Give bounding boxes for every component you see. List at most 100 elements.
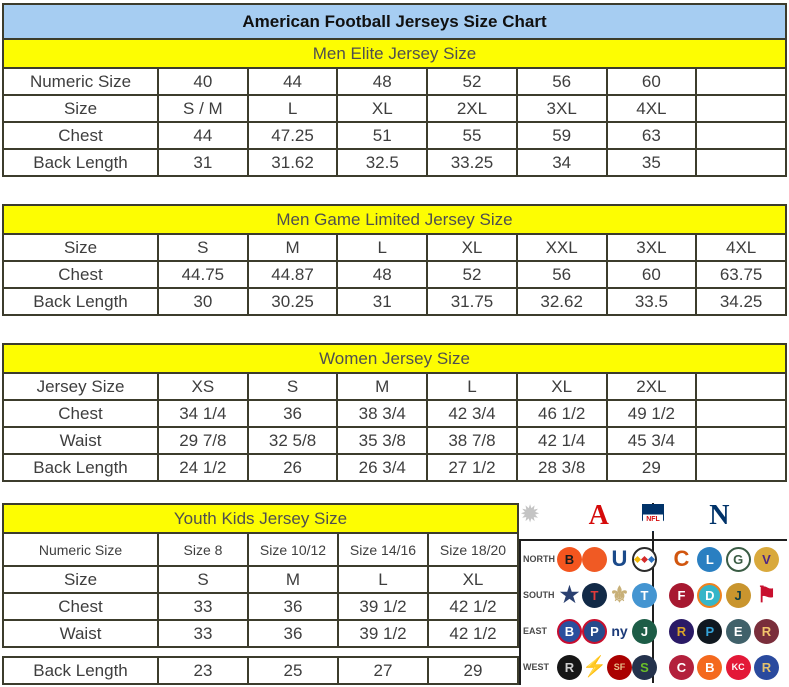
page-title: American Football Jerseys Size Chart [2,3,787,40]
size-cell: 63 [605,121,698,150]
jaguars-logo: J [725,582,751,608]
division-label: NORTH [523,554,555,564]
size-cell: 23 [157,656,249,685]
size-cell: 26 3/4 [336,453,429,482]
size-cell: 2XL [426,94,518,123]
size-cell: 56 [515,67,608,96]
size-cell: 39 1/2 [337,592,429,621]
size-cell: 34.25 [695,287,787,316]
size-cell: 28 3/8 [515,453,608,482]
row-label: Jersey Size [2,372,159,401]
saints-logo: ⚜ [609,582,630,607]
nfl-teams-panel: ✹ A NFL N NORTH B U C L G V SOUTH ★ T ⚜ T F D J ⚑ EAST B P… [519,499,787,687]
size-cell: 42 3/4 [426,399,518,428]
size-cell: XXL [515,233,608,262]
size-cell: 45 3/4 [605,426,698,455]
texans-logo: T [582,582,607,608]
size-cell: M [246,233,339,262]
size-cell: 33.25 [426,148,518,177]
size-cell: 56 [515,260,608,289]
youth-kids-size-table: Youth Kids Jersey Size Numeric Size Size 8… [2,503,519,648]
size-cell: 29 7/8 [157,426,249,455]
size-cell: 24 1/2 [157,453,249,482]
right-team-group: F D J ⚑ [659,582,787,608]
nfc-logo: N [709,500,730,531]
size-cell: 25 [247,656,339,685]
row-label: Chest [2,399,159,428]
broncos-logo: B [697,654,723,680]
size-cell: 59 [515,121,608,150]
division-row-west: WEST R ⚡ SF S C B KC R [521,649,787,685]
section-title: Men Game Limited Jersey Size [2,204,787,235]
size-cell: 46 1/2 [515,399,608,428]
size-cell: 4XL [695,233,787,262]
titans-logo: T [632,582,657,608]
raiders-logo: R [557,654,582,680]
size-cell: M [247,565,339,594]
size-cell: 33 [157,619,249,648]
size-cell: 35 [605,148,698,177]
size-cell: 3XL [515,94,608,123]
colts-logo: U [611,546,628,571]
size-cell: 52 [426,260,518,289]
size-cell: 30.25 [246,287,339,316]
size-cell: 52 [426,67,518,96]
row-label: Waist [2,426,159,455]
size-cell: 42 1/4 [515,426,608,455]
size-cell: Size 10/12 [247,532,339,567]
row-label: Size [2,233,159,262]
right-team-group: C B KC R [659,654,787,680]
size-cell: 27 [337,656,429,685]
row-label: Waist [2,619,159,648]
size-cell [695,426,787,455]
section-title: Women Jersey Size [2,343,787,374]
size-cell: 31 [336,287,429,316]
size-cell [695,67,787,96]
size-cell: 38 7/8 [426,426,518,455]
jets-logo: J [632,618,657,644]
size-cell: 29 [427,656,519,685]
size-cell: Size 8 [157,532,249,567]
size-cell: 30 [157,287,249,316]
size-cell: 44.87 [246,260,339,289]
row-label: Chest [2,121,159,150]
size-cell: 32.62 [515,287,608,316]
steelers-logo [632,546,657,572]
size-cell: 51 [336,121,429,150]
size-cell: XL [426,233,518,262]
row-label: Back Length [2,287,159,316]
size-cell: 44 [246,67,339,96]
size-cell: 33.5 [605,287,698,316]
section-gap [2,316,787,343]
size-cell: 49 1/2 [605,399,698,428]
division-row-north: NORTH B U C L G V [521,541,787,577]
falcons-logo: F [669,582,694,608]
size-cell: 36 [246,399,339,428]
browns-logo [582,546,607,572]
size-cell: S / M [157,94,249,123]
size-cell: 35 3/8 [336,426,429,455]
size-cell: S [246,372,339,401]
seahawks-logo: S [632,654,657,680]
size-cell: XL [515,372,608,401]
chiefs-logo: KC [725,654,751,680]
size-cell: 63.75 [695,260,787,289]
division-label: WEST [523,662,549,672]
row-label: Back Length [2,148,159,177]
afc-logo: A [588,500,609,531]
youth-column: Youth Kids Jersey Size Numeric Size Size 8… [2,503,519,685]
size-cell: L [336,233,429,262]
size-cell [695,121,787,150]
size-cell [695,399,787,428]
section-title: Youth Kids Jersey Size [2,503,519,534]
size-cell [695,372,787,401]
size-cell: 60 [605,67,698,96]
division-row-south: SOUTH ★ T ⚜ T F D J ⚑ [521,577,787,613]
size-cell: 48 [336,67,429,96]
